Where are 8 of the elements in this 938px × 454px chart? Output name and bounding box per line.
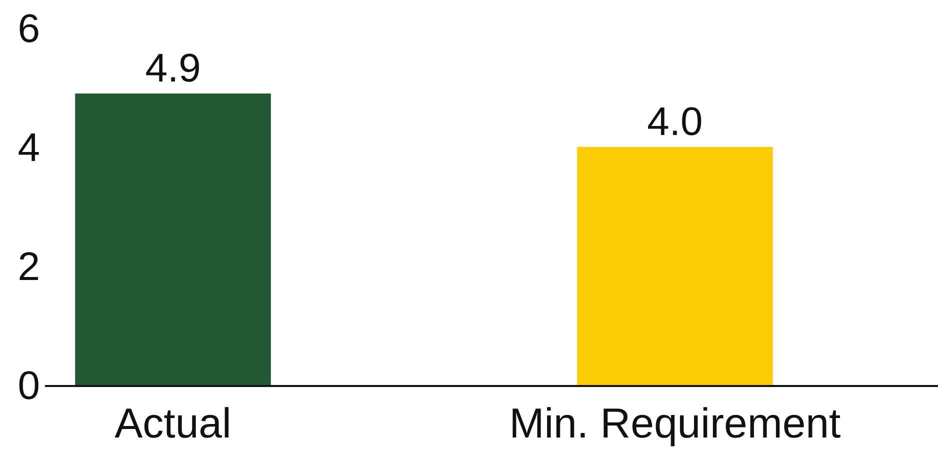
y-tick-label: 0 (18, 364, 40, 408)
y-tick-label: 2 (18, 245, 40, 289)
data-label: 4.9 (145, 46, 201, 90)
y-tick-label: 6 (18, 7, 40, 51)
data-label: 4.0 (647, 100, 703, 144)
y-tick-label: 4 (18, 126, 40, 170)
x-tick-label: Actual (114, 399, 232, 446)
x-tick-label: Min. Requirement (509, 399, 842, 446)
